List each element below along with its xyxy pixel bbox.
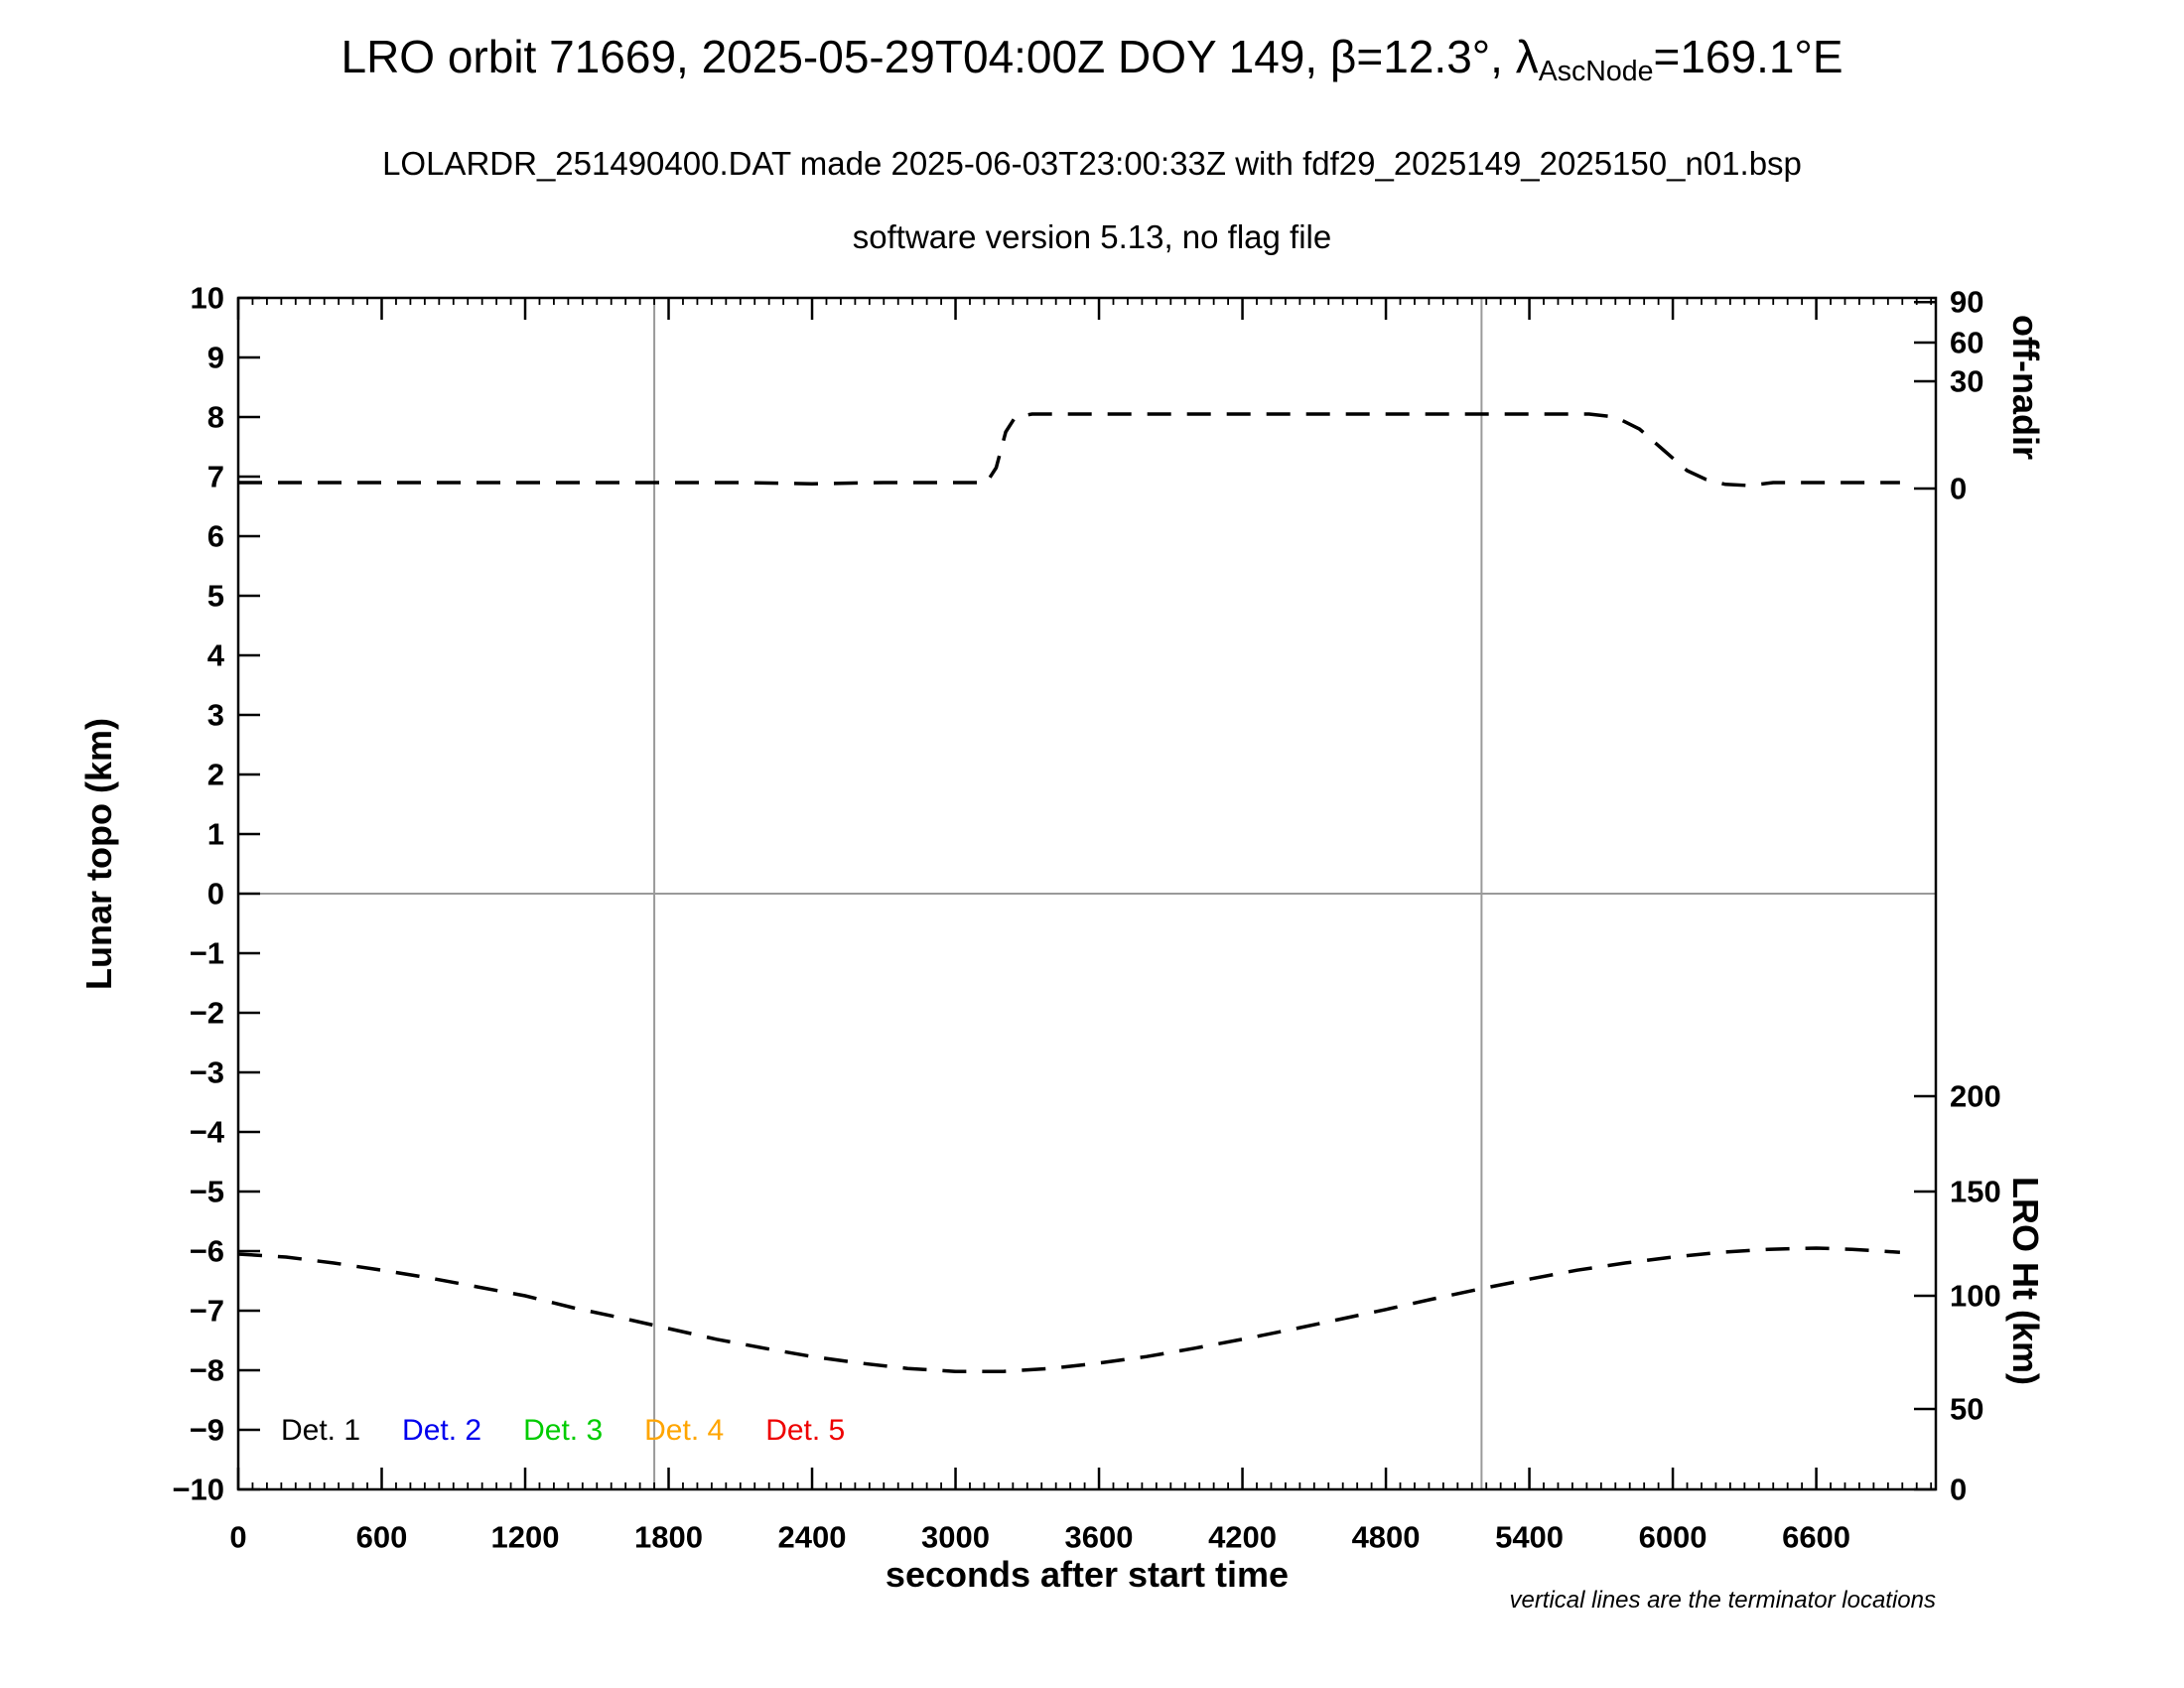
svg-text:−1: −1 — [190, 936, 224, 971]
series-lro-height — [237, 1246, 1901, 1373]
svg-text:30: 30 — [1950, 364, 1983, 399]
svg-text:6600: 6600 — [1782, 1520, 1850, 1555]
legend-item: Det. 5 — [765, 1414, 846, 1447]
svg-text:60: 60 — [1950, 326, 1983, 360]
series-off-nadir — [238, 412, 1900, 488]
svg-text:6: 6 — [207, 519, 224, 554]
y-axis-label-right-top: off-nadir — [2005, 315, 2046, 460]
svg-text:3600: 3600 — [1065, 1520, 1134, 1555]
svg-text:4: 4 — [207, 638, 225, 673]
svg-text:−8: −8 — [190, 1353, 224, 1388]
svg-text:8: 8 — [207, 400, 224, 435]
svg-text:600: 600 — [356, 1520, 408, 1555]
svg-text:150: 150 — [1950, 1175, 2001, 1209]
svg-text:5400: 5400 — [1495, 1520, 1564, 1555]
svg-text:0: 0 — [229, 1520, 246, 1555]
svg-text:−3: −3 — [190, 1055, 224, 1090]
svg-text:−7: −7 — [190, 1294, 224, 1329]
y-axis-label-right-bottom: LRO Ht (km) — [2005, 1177, 2046, 1385]
legend-item: Det. 4 — [644, 1414, 725, 1447]
svg-text:200: 200 — [1950, 1079, 2001, 1114]
svg-text:5: 5 — [207, 579, 224, 614]
svg-text:0: 0 — [1950, 472, 1967, 506]
svg-text:6000: 6000 — [1639, 1520, 1707, 1555]
svg-text:7: 7 — [207, 460, 224, 494]
svg-text:1200: 1200 — [491, 1520, 560, 1555]
svg-text:2: 2 — [207, 758, 224, 792]
svg-text:10: 10 — [191, 281, 224, 316]
chart-title-suffix: =169.1°E — [1653, 31, 1843, 82]
chart-title-text: LRO orbit 71669, 2025-05-29T04:00Z DOY 1… — [341, 31, 1539, 82]
svg-text:1800: 1800 — [634, 1520, 703, 1555]
legend-item: Det. 3 — [523, 1414, 604, 1447]
legend-item: Det. 1 — [281, 1414, 361, 1447]
chart-title-subscript: AscNode — [1538, 55, 1654, 87]
svg-text:−10: −10 — [172, 1473, 224, 1507]
svg-text:100: 100 — [1950, 1279, 2001, 1314]
svg-text:−5: −5 — [190, 1175, 224, 1209]
svg-text:90: 90 — [1950, 285, 1983, 320]
svg-text:3: 3 — [207, 698, 224, 733]
svg-text:0: 0 — [207, 877, 224, 912]
svg-text:3000: 3000 — [921, 1520, 990, 1555]
svg-text:9: 9 — [207, 341, 224, 375]
chart-subtitle: LOLARDR_251490400.DAT made 2025-06-03T23… — [382, 145, 1802, 182]
svg-text:−9: −9 — [190, 1413, 224, 1448]
svg-text:0: 0 — [1950, 1473, 1967, 1507]
svg-text:−2: −2 — [190, 996, 224, 1031]
x-axis-label: seconds after start time — [885, 1554, 1290, 1595]
svg-text:−4: −4 — [190, 1115, 225, 1150]
svg-text:−6: −6 — [190, 1234, 224, 1269]
terminator-note: vertical lines are the terminator locati… — [1509, 1587, 1936, 1614]
svg-text:2400: 2400 — [778, 1520, 847, 1555]
svg-text:4200: 4200 — [1208, 1520, 1277, 1555]
legend-item: Det. 2 — [402, 1414, 482, 1447]
chart-title: LRO orbit 71669, 2025-05-29T04:00Z DOY 1… — [0, 30, 2184, 88]
legend: Det. 1 Det. 2 Det. 3 Det. 4 Det. 5 — [281, 1414, 845, 1448]
svg-text:1: 1 — [207, 817, 224, 852]
y-axis-label-left: Lunar topo (km) — [78, 718, 119, 990]
svg-text:4800: 4800 — [1352, 1520, 1421, 1555]
chart-subtitle-2: software version 5.13, no flag file — [852, 218, 1332, 255]
svg-text:50: 50 — [1950, 1392, 1983, 1427]
